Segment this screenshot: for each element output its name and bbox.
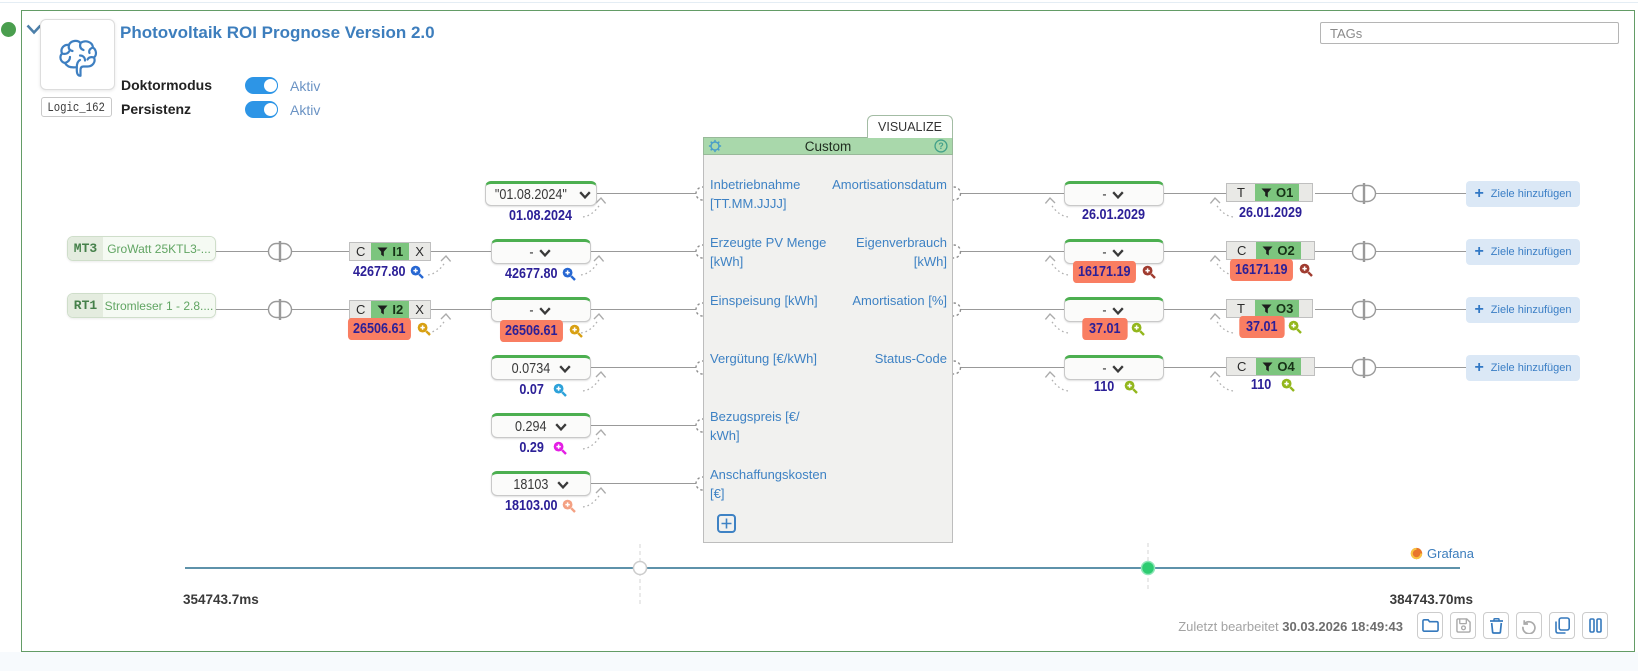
svg-text:?: ? bbox=[938, 141, 943, 151]
